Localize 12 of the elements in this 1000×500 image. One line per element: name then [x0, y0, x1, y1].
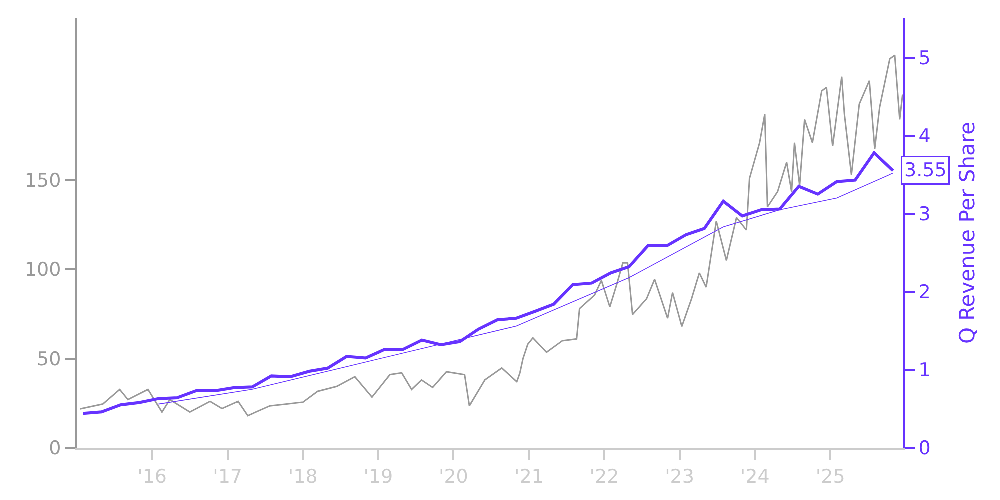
y-tick-label: 100 [24, 259, 62, 282]
y2-tick-label: 4 [918, 125, 931, 148]
y-tick-label: 150 [24, 170, 62, 192]
text: 3.55 [904, 160, 947, 182]
y2-tick-label: 2 [918, 282, 931, 304]
y-tick-label: 0 [49, 438, 62, 460]
y-tick-label: 50 [37, 348, 62, 370]
y2-tick-label: 5 [918, 47, 931, 70]
y2-tick-label: 3 [918, 204, 931, 226]
y2-axis-title: Q Revenue Per Share [956, 122, 980, 344]
y2-tick-label: 0 [918, 438, 931, 460]
y2-tick-label: 1 [918, 360, 931, 382]
